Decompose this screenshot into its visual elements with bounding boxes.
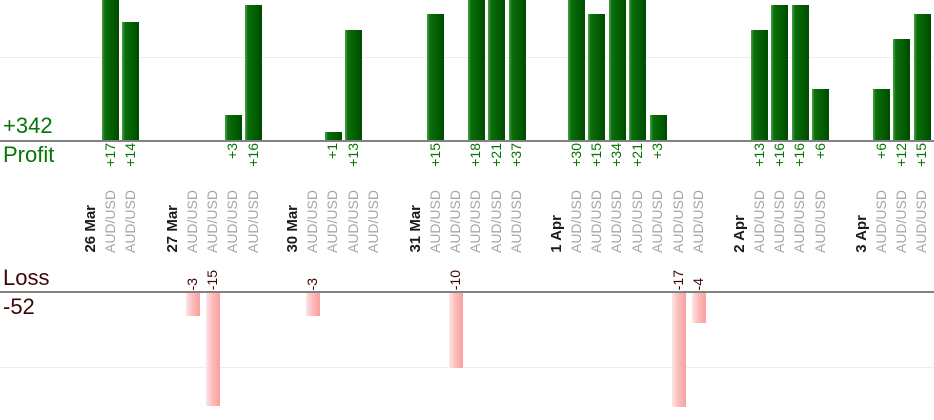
- profit-bar[interactable]: [467, 0, 485, 140]
- loss-bar[interactable]: [448, 293, 463, 368]
- profit-value-label: +16: [791, 143, 808, 167]
- profit-value-label: +37: [508, 143, 525, 167]
- profit-bar[interactable]: [751, 30, 768, 140]
- profit-value-label: +6: [872, 143, 889, 159]
- profit-value-label: +3: [224, 143, 241, 159]
- profit-value-label: +15: [587, 143, 604, 167]
- loss-bar[interactable]: [185, 293, 200, 316]
- profit-bar[interactable]: [427, 14, 444, 140]
- profit-bar[interactable]: [102, 0, 119, 140]
- loss-bar[interactable]: [205, 293, 220, 406]
- profit-bar[interactable]: [893, 39, 911, 140]
- profit-value-label: +15: [426, 143, 443, 167]
- profit-bar[interactable]: [568, 0, 585, 140]
- profit-bar[interactable]: [608, 0, 626, 140]
- profit-total: +342: [3, 113, 53, 138]
- profit-value-labels: +17 +14 +3 +16 +1 +13 +15 +18 +21 +37 +30 +15 +34 +21…: [0, 143, 934, 183]
- profit-value-label: +18: [467, 143, 484, 167]
- loss-bar[interactable]: [691, 293, 706, 323]
- loss-bar[interactable]: [671, 293, 686, 407]
- loss-value-label: -4: [689, 277, 706, 290]
- profit-bar[interactable]: [245, 5, 263, 140]
- profit-bar[interactable]: [771, 5, 789, 140]
- loss-gridline: [0, 367, 934, 368]
- profit-bar[interactable]: [588, 14, 606, 140]
- profit-value-label: +1: [324, 143, 341, 159]
- loss-value-label: -10: [446, 269, 463, 290]
- loss-value-label: -3: [304, 277, 320, 290]
- loss-axis-line: [0, 291, 934, 293]
- loss-axis-label: Loss: [3, 265, 50, 290]
- loss-value-label: -3: [183, 277, 200, 290]
- profit-bar[interactable]: [629, 0, 647, 140]
- profit-bar[interactable]: [508, 0, 526, 140]
- profit-chart-area: [0, 0, 934, 140]
- profit-bar[interactable]: [488, 0, 506, 140]
- loss-value-label: -15: [203, 269, 220, 290]
- profit-axis-label: Profit: [3, 142, 55, 167]
- profit-value-label: +12: [892, 143, 909, 167]
- profit-value-label: +14: [121, 143, 138, 167]
- profit-value-label: +30: [567, 143, 584, 167]
- profit-value-label: +15: [913, 143, 930, 167]
- profit-bar[interactable]: [324, 132, 342, 140]
- profit-bar[interactable]: [345, 30, 363, 140]
- profit-value-label: +21: [628, 143, 645, 167]
- profit-bar[interactable]: [122, 22, 140, 140]
- loss-chart-area: [0, 293, 934, 420]
- profit-value-label: +13: [750, 143, 767, 167]
- profit-value-label: +6: [811, 143, 828, 159]
- profit-axis-line: [0, 140, 934, 142]
- profit-value-label: +17: [101, 143, 118, 167]
- profit-bar[interactable]: [873, 89, 890, 140]
- profit-bar[interactable]: [649, 115, 667, 140]
- profit-bar[interactable]: [224, 115, 242, 140]
- profit-value-label: +34: [608, 143, 625, 167]
- loss-total: -52: [3, 294, 35, 319]
- profit-value-label: +16: [244, 143, 261, 167]
- profit-bar[interactable]: [913, 14, 931, 140]
- profit-value-label: +13: [344, 143, 361, 167]
- profit-bar[interactable]: [791, 5, 809, 140]
- profit-bar[interactable]: [812, 89, 830, 140]
- loss-value-labels: -3 -15 -3 -10 -17 -4: [0, 240, 934, 290]
- profit-value-label: +3: [649, 143, 666, 159]
- profit-gridline: [0, 57, 934, 58]
- loss-value-label: -17: [669, 269, 686, 290]
- profit-value-label: +21: [487, 143, 504, 167]
- loss-bar[interactable]: [306, 293, 320, 316]
- profit-value-label: +16: [770, 143, 787, 167]
